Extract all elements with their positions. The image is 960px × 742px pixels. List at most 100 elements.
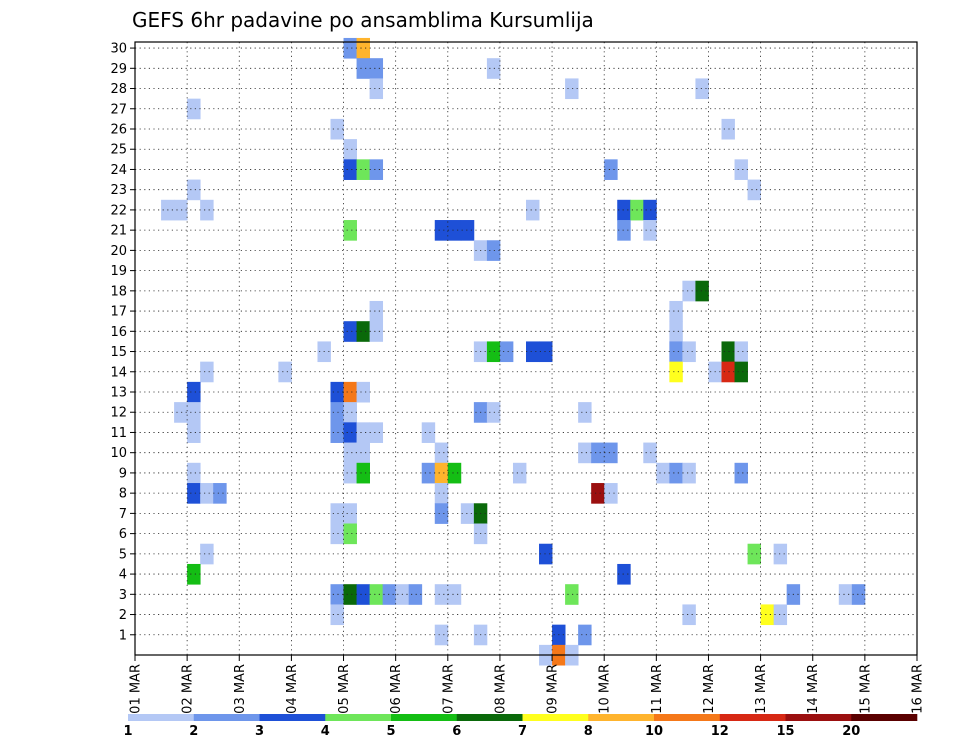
heatmap-cell: [187, 422, 201, 443]
heatmap-cell: [356, 584, 370, 605]
y-tick-label: 27: [110, 102, 127, 117]
heatmap-cell: [187, 462, 201, 484]
heatmap-cell: [486, 341, 501, 363]
chart-title: GEFS 6hr padavine po ansamblima Kursumli…: [132, 8, 594, 32]
y-tick-label: 22: [110, 203, 127, 218]
heatmap-cell: [369, 300, 384, 322]
heatmap-cell: [187, 483, 201, 504]
heatmap-cell: [643, 199, 657, 221]
heatmap-cell: [330, 118, 344, 140]
heatmap-cell: [343, 139, 357, 160]
x-tick-label: 13 MAR: [754, 664, 769, 714]
heatmap-cell: [343, 159, 357, 180]
x-axis: 01 MAR 02 MAR 03 MAR 04 MAR 05 MAR 06 MAR 07 M…: [129, 655, 926, 714]
heatmap-cell: [356, 462, 370, 484]
heatmap-cell: [187, 179, 201, 201]
heatmap-cell: [682, 341, 696, 363]
heatmap-cell: [434, 220, 449, 241]
heatmap-cell: [174, 402, 188, 423]
heatmap-cell: [578, 624, 592, 646]
heatmap-cell: [356, 58, 370, 79]
heatmap-cell: [773, 543, 788, 565]
y-tick-label: 3: [119, 588, 127, 603]
heatmap-cell: [591, 442, 605, 464]
heatmap-cell: [669, 300, 683, 322]
y-tick-label: 7: [119, 507, 127, 522]
colorbar-label: 4: [321, 724, 330, 739]
heatmap-cell: [747, 179, 761, 201]
heatmap-cell: [617, 199, 631, 221]
colorbar-swatch: [325, 714, 392, 721]
heatmap-cell: [447, 220, 462, 241]
heatmap-cell: [565, 584, 579, 605]
heatmap-cell: [499, 341, 514, 363]
heatmap-cell: [356, 381, 370, 403]
y-tick-label: 15: [110, 345, 127, 360]
x-tick-label: 15 MAR: [858, 664, 873, 714]
heatmap-cell: [617, 220, 631, 241]
colorbar-label: 6: [452, 724, 461, 739]
heatmap-cell: [486, 402, 501, 423]
heatmap-cell: [734, 341, 748, 363]
y-tick-label: 17: [110, 305, 127, 320]
heatmap-cell: [330, 604, 344, 626]
heatmap-cell: [656, 462, 670, 484]
heatmap-cell: [434, 624, 449, 646]
heatmap-cell: [669, 361, 683, 383]
y-tick-label: 8: [119, 487, 127, 502]
grid-lines: [135, 42, 917, 655]
y-tick-label: 13: [110, 385, 127, 400]
heatmap-cell: [682, 462, 696, 484]
y-tick-label: 6: [119, 527, 127, 542]
colorbar-label: 1: [123, 724, 132, 739]
y-tick-label: 10: [110, 446, 127, 461]
x-tick-label: 08 MAR: [493, 664, 508, 714]
heatmap-cell: [682, 280, 696, 302]
heatmap-cell: [851, 584, 866, 605]
heatmap-cell: [617, 563, 631, 585]
colorbar-swatch: [259, 714, 326, 721]
heatmap-cell: [460, 220, 475, 241]
heatmap-cell: [408, 584, 423, 605]
heatmap-cell: [643, 442, 657, 464]
heatmap-cell: [278, 361, 292, 383]
heatmap-cell: [604, 442, 618, 464]
y-tick-label: 29: [110, 62, 127, 77]
y-tick-label: 20: [110, 244, 127, 259]
heatmap-cell: [486, 58, 501, 79]
colorbar: 1 2 3 4 5 6 7 8 10 12 15 20: [123, 714, 918, 739]
heatmap-cell: [434, 503, 449, 524]
heatmap-cell: [669, 321, 683, 342]
y-tick-label: 25: [110, 143, 127, 158]
heatmap-cell: [695, 280, 709, 302]
heatmap-cell: [604, 483, 618, 504]
heatmap-cell: [447, 462, 462, 484]
y-tick-label: 11: [110, 426, 127, 441]
colorbar-swatch: [719, 714, 786, 721]
colorbar-swatch: [456, 714, 523, 721]
heatmap-cell: [330, 523, 344, 545]
heatmap-cell: [356, 442, 370, 464]
colorbar-label: 3: [255, 724, 264, 739]
heatmap-cell: [434, 462, 449, 484]
heatmap-cell: [591, 483, 605, 504]
heatmap-cell: [695, 78, 709, 100]
heatmap-cell: [343, 462, 357, 484]
y-tick-label: 24: [110, 163, 127, 178]
heatmap-cell: [486, 240, 501, 261]
colorbar-label: 20: [842, 724, 860, 739]
colorbar-swatch: [654, 714, 721, 721]
heatmap-cell: [838, 584, 853, 605]
colorbar-label: 10: [645, 724, 663, 739]
heatmap-cell: [343, 584, 357, 605]
heatmap-cell: [421, 422, 436, 443]
heatmap-cell: [539, 543, 553, 565]
x-tick-label: 04 MAR: [285, 664, 300, 714]
x-tick-label: 12 MAR: [702, 664, 717, 714]
heatmap-cell: [369, 78, 384, 100]
heatmap-cell: [213, 483, 227, 504]
heatmap-cell: [330, 422, 344, 443]
x-tick-label: 05 MAR: [337, 664, 352, 714]
heatmap-cell: [760, 604, 775, 626]
